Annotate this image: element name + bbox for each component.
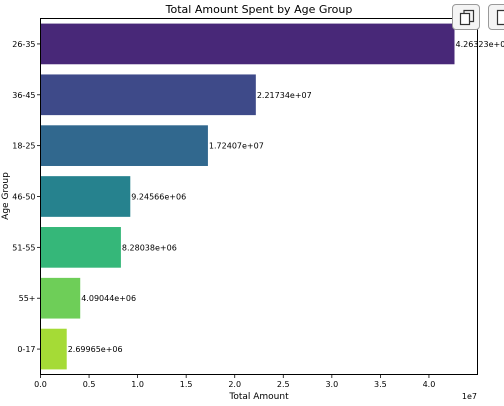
- x-axis-offset-label: 1e7: [462, 392, 477, 401]
- bar-51-55: [40, 227, 121, 268]
- y-axis-label: Age Group: [1, 172, 11, 220]
- document-icon: [496, 9, 504, 26]
- copy-icon: [459, 9, 475, 26]
- y-tick-label: 36-45: [12, 91, 35, 100]
- bar-value-label: 2.69965e+06: [68, 345, 123, 354]
- bar-value-label: 9.24566e+06: [131, 193, 186, 202]
- copy-button[interactable]: [452, 4, 480, 30]
- bar-26-35: [40, 23, 455, 65]
- bar-value-label: 1.72407e+07: [209, 142, 264, 151]
- y-tick-label: 51-55: [12, 243, 35, 252]
- x-tick-label: 1.5: [180, 380, 193, 389]
- bar-value-label: 2.21734e+07: [257, 91, 312, 100]
- x-tick-label: 3.5: [374, 380, 387, 389]
- bar-value-label: 4.09044e+06: [81, 294, 136, 303]
- bar-0-17: [40, 328, 67, 370]
- bar-36-45: [40, 74, 256, 116]
- x-tick-label: 1.0: [131, 380, 144, 389]
- bar-value-label: 8.28038e+06: [122, 243, 177, 252]
- y-tick-label: 55+: [19, 294, 36, 303]
- bar-value-label: 4.26323e+07: [456, 40, 504, 49]
- y-tick-label: 26-35: [12, 40, 35, 49]
- y-tick-label: 0-17: [17, 345, 35, 354]
- x-axis-label: Total Amount: [228, 392, 289, 402]
- x-tick-label: 2.0: [228, 380, 241, 389]
- bar-18-25: [40, 125, 208, 166]
- document-button[interactable]: [488, 4, 504, 30]
- x-tick-label: 2.5: [277, 380, 290, 389]
- x-tick-label: 3.0: [325, 380, 338, 389]
- x-tick-label: 4.0: [423, 380, 436, 389]
- plot-frame: [40, 18, 478, 375]
- y-tick-layer: 26-35 36-45 18-25 46-50 51-55 55+ 0-17: [12, 40, 41, 354]
- x-tick-layer: 0.0 0.5 1.0 1.5 2.0 2.5 3.0 3.5 4.0: [34, 374, 436, 389]
- bar-46-50: [40, 176, 131, 217]
- x-tick-label: 0.5: [83, 380, 96, 389]
- bar-55+: [40, 277, 81, 319]
- chart-title: Total Amount Spent by Age Group: [165, 3, 353, 16]
- y-tick-label: 18-25: [12, 142, 35, 151]
- bars-layer: [40, 23, 455, 370]
- x-tick-label: 0.0: [34, 380, 47, 389]
- y-tick-label: 46-50: [12, 193, 35, 202]
- value-labels-layer: 4.26323e+07 2.21734e+07 1.72407e+07 9.24566…: [68, 40, 504, 354]
